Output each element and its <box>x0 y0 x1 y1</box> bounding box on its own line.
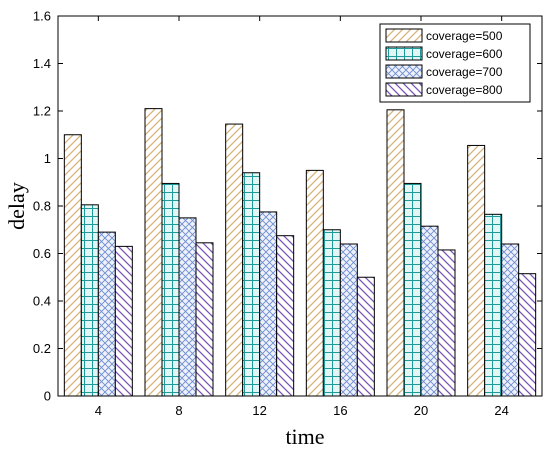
bar-coverage-800-t16 <box>356 276 375 397</box>
bar-coverage-700-t24 <box>501 243 520 397</box>
x-tick-label: 12 <box>252 403 266 418</box>
bar-coverage-500-t4 <box>63 134 82 397</box>
legend-swatch <box>385 28 423 43</box>
bar-coverage-500-t8 <box>144 108 163 397</box>
y-tick-label: 1.6 <box>33 9 51 24</box>
x-tick-label: 16 <box>333 403 347 418</box>
bar-coverage-800-t12 <box>276 235 295 397</box>
legend-swatch <box>385 64 423 79</box>
y-axis-ticks: 0 0.2 0.4 0.6 0.8 1 1.2 1.4 1.6 <box>33 9 542 404</box>
legend-swatch <box>385 82 423 97</box>
x-axis-ticks: 4 8 12 16 20 24 <box>95 16 509 418</box>
bar-coverage-800-t8 <box>195 242 214 397</box>
bar-coverage-700-t16 <box>339 243 358 397</box>
y-tick-label: 0.8 <box>33 199 51 214</box>
y-axis-title: delay <box>4 182 29 230</box>
bar-coverage-700-t12 <box>259 211 278 397</box>
x-axis-title: time <box>285 424 324 449</box>
bar-coverage-600-t12 <box>242 172 261 397</box>
bar-coverage-600-t4 <box>80 204 99 397</box>
legend-label: coverage=800 <box>426 83 503 97</box>
x-tick-label: 4 <box>95 403 102 418</box>
y-tick-label: 0.4 <box>33 294 51 309</box>
y-tick-label: 0.6 <box>33 246 51 261</box>
x-tick-label: 24 <box>494 403 508 418</box>
bar-coverage-500-t16 <box>305 169 324 397</box>
bar-coverage-800-t20 <box>437 249 456 397</box>
legend-label: coverage=600 <box>426 47 503 61</box>
bar-coverage-700-t4 <box>97 231 116 397</box>
bar-coverage-800-t4 <box>114 245 133 397</box>
y-tick-label: 0 <box>44 389 51 404</box>
legend: coverage=500 coverage=600 coverage=700 cove… <box>379 23 531 103</box>
legend-label: coverage=700 <box>426 65 503 79</box>
legend-label: coverage=500 <box>426 29 503 43</box>
y-tick-label: 0.2 <box>33 341 51 356</box>
x-tick-label: 8 <box>175 403 182 418</box>
y-tick-label: 1.4 <box>33 56 51 71</box>
bars-group <box>63 108 537 397</box>
bar-coverage-700-t8 <box>178 217 197 397</box>
bar-coverage-500-t12 <box>225 123 244 397</box>
y-tick-label: 1.2 <box>33 104 51 119</box>
y-tick-label: 1 <box>44 151 51 166</box>
bar-coverage-500-t20 <box>386 109 405 397</box>
bar-coverage-600-t16 <box>322 229 341 397</box>
bar-coverage-600-t24 <box>484 213 503 397</box>
bar-coverage-600-t8 <box>161 182 180 397</box>
legend-swatch <box>385 46 423 61</box>
bar-coverage-700-t20 <box>420 225 439 397</box>
x-tick-label: 20 <box>414 403 428 418</box>
bar-coverage-500-t24 <box>467 144 486 397</box>
bar-coverage-800-t24 <box>518 273 537 397</box>
bar-coverage-600-t20 <box>403 182 422 397</box>
